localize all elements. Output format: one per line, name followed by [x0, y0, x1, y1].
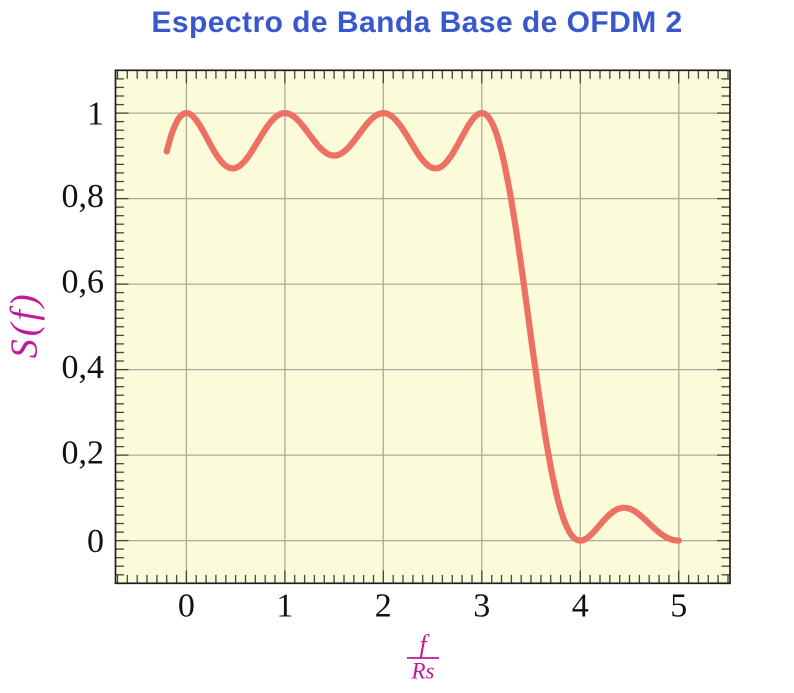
svg-text:0,6: 0,6 [62, 264, 105, 301]
svg-text:5: 5 [670, 587, 687, 624]
svg-text:0: 0 [178, 587, 195, 624]
svg-text:f: f [419, 630, 430, 659]
svg-text:4: 4 [572, 587, 589, 624]
svg-text:1: 1 [276, 587, 293, 624]
svg-text:2: 2 [375, 587, 392, 624]
svg-text:3: 3 [473, 587, 490, 624]
svg-text:1: 1 [87, 95, 104, 132]
svg-text:S(f): S(f) [4, 291, 46, 358]
svg-text:0,8: 0,8 [62, 178, 105, 215]
svg-text:Espectro de Banda Base de OFDM: Espectro de Banda Base de OFDM 2 [151, 6, 682, 39]
svg-text:0,4: 0,4 [62, 349, 105, 386]
svg-text:0: 0 [87, 523, 104, 560]
svg-text:0,2: 0,2 [62, 435, 105, 472]
svg-text:Rs: Rs [411, 659, 435, 684]
